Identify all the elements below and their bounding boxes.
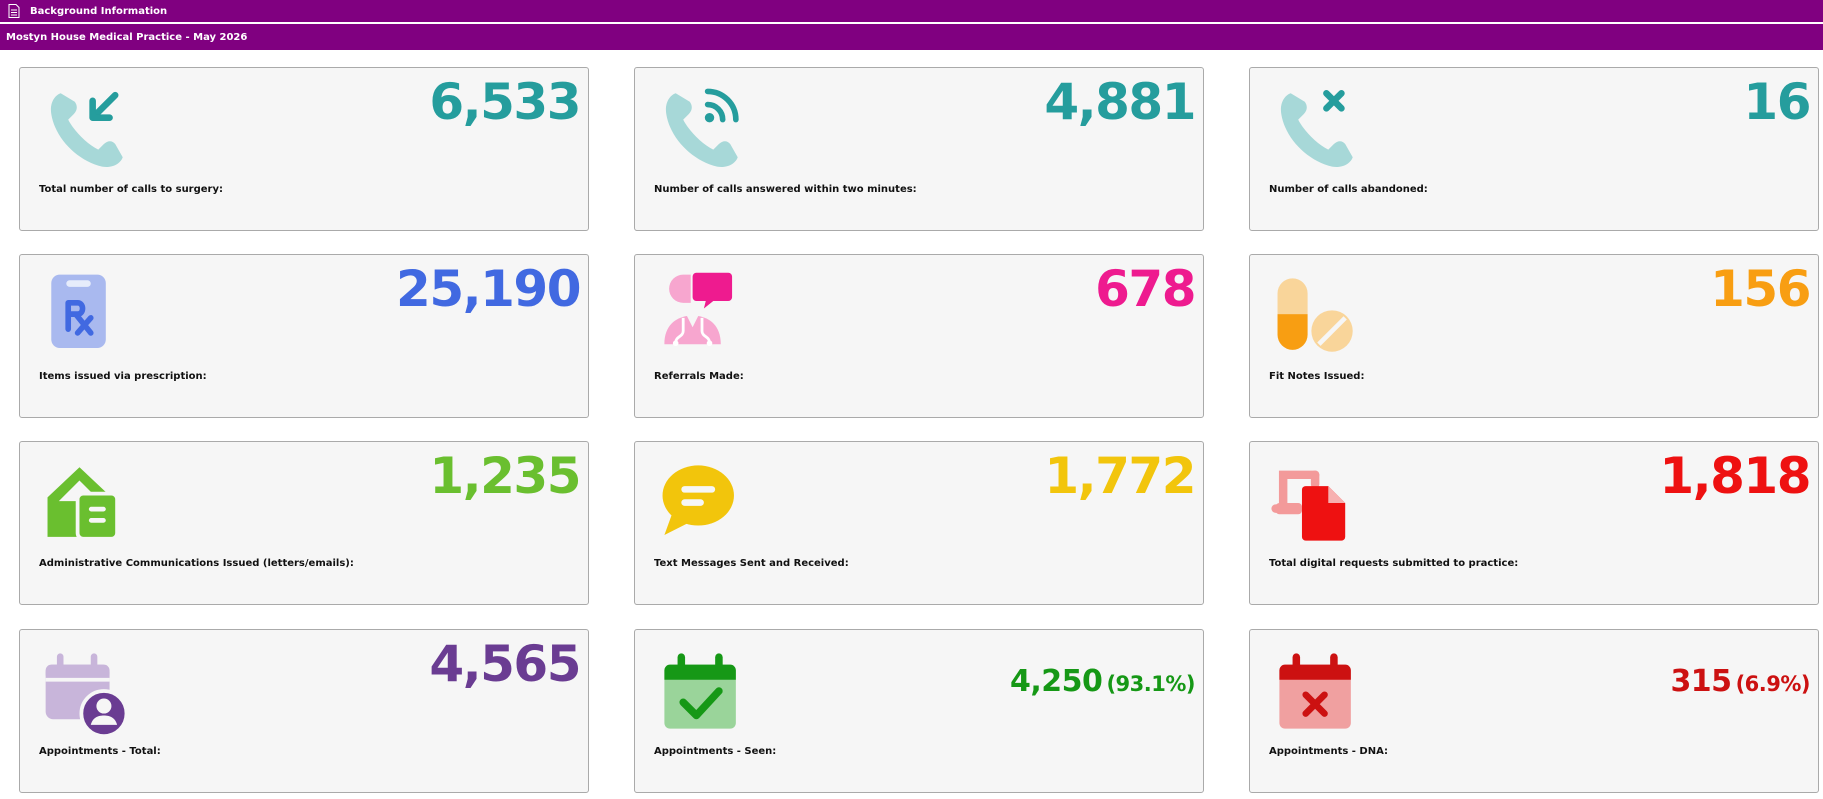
card-prescriptions: 25,190 Items issued via prescription: bbox=[19, 254, 589, 418]
card-label: Text Messages Sent and Received: bbox=[654, 558, 849, 569]
card-value: 678 bbox=[1095, 260, 1196, 318]
card-label: Fit Notes Issued: bbox=[1269, 371, 1365, 382]
card-appointments-total: 4,565 Appointments - Total: bbox=[19, 629, 589, 793]
card-value: 4,565 bbox=[429, 635, 581, 693]
card-label: Number of calls abandoned: bbox=[1269, 184, 1428, 195]
card-label: Total number of calls to surgery: bbox=[39, 184, 224, 195]
card-label: Administrative Communications Issued (le… bbox=[39, 558, 354, 569]
card-total-calls: 6,533 Total number of calls to surgery: bbox=[19, 67, 589, 231]
card-label: Total digital requests submitted to prac… bbox=[1269, 558, 1519, 569]
doctor-referral-icon bbox=[664, 272, 733, 347]
value-percent: (93.1%) bbox=[1106, 672, 1195, 696]
card-value: 315 (6.9%) bbox=[1670, 650, 1810, 716]
calendar-cross-icon bbox=[1279, 653, 1351, 729]
phone-missed-icon bbox=[1280, 89, 1353, 167]
prescription-clipboard-icon bbox=[51, 274, 106, 348]
value-percent: (6.9%) bbox=[1735, 672, 1811, 696]
card-referrals: 678 Referrals Made: bbox=[634, 254, 1204, 418]
background-information-bar[interactable]: Background Information bbox=[0, 0, 1823, 22]
card-digital-requests: 1,818 Total digital requests submitted t… bbox=[1249, 441, 1819, 605]
section-title: Background Information bbox=[30, 5, 168, 17]
card-label: Number of calls answered within two minu… bbox=[654, 184, 917, 195]
card-value: 4,881 bbox=[1044, 73, 1196, 131]
card-admin-comms: 1,235 Administrative Communications Issu… bbox=[19, 441, 589, 605]
card-fit-notes: 156 Fit Notes Issued: bbox=[1249, 254, 1819, 418]
phone-signal-icon bbox=[665, 88, 739, 167]
card-value: 25,190 bbox=[396, 260, 581, 318]
card-label: Items issued via prescription: bbox=[39, 371, 207, 382]
card-label: Referrals Made: bbox=[654, 371, 744, 382]
card-value: 4,250 (93.1%) bbox=[1010, 650, 1195, 716]
card-value: 1,818 bbox=[1659, 447, 1811, 505]
card-label: Appointments - Seen: bbox=[654, 746, 777, 757]
value-number: 315 bbox=[1670, 664, 1732, 699]
card-label: Appointments - Total: bbox=[39, 746, 161, 757]
chat-bubble-icon bbox=[662, 465, 734, 535]
card-text-messages: 1,772 Text Messages Sent and Received: bbox=[634, 441, 1204, 605]
card-value: 1,235 bbox=[429, 447, 581, 505]
phone-incoming-icon bbox=[50, 91, 123, 167]
card-value: 156 bbox=[1710, 260, 1811, 318]
practice-title: Mostyn House Medical Practice - May 2026 bbox=[6, 31, 248, 43]
digital-request-icon bbox=[1271, 470, 1346, 541]
card-value: 6,533 bbox=[429, 73, 581, 131]
card-appointments-seen: 4,250 (93.1%) Appointments - Seen: bbox=[634, 629, 1204, 793]
card-calls-answered: 4,881 Number of calls answered within tw… bbox=[634, 67, 1204, 231]
card-label: Appointments - DNA: bbox=[1269, 746, 1389, 757]
card-appointments-dna: 315 (6.9%) Appointments - DNA: bbox=[1249, 629, 1819, 793]
card-value: 1,772 bbox=[1044, 447, 1196, 505]
practice-header: Mostyn House Medical Practice - May 2026 bbox=[0, 24, 1823, 50]
card-value: 16 bbox=[1743, 73, 1811, 131]
pills-icon bbox=[1277, 278, 1353, 352]
document-icon bbox=[8, 4, 20, 18]
calendar-user-icon bbox=[45, 653, 129, 738]
divider bbox=[0, 22, 1823, 24]
envelope-letter-icon bbox=[47, 467, 119, 541]
value-number: 4,250 bbox=[1010, 664, 1103, 699]
card-calls-abandoned: 16 Number of calls abandoned: bbox=[1249, 67, 1819, 231]
calendar-check-icon bbox=[664, 653, 736, 729]
